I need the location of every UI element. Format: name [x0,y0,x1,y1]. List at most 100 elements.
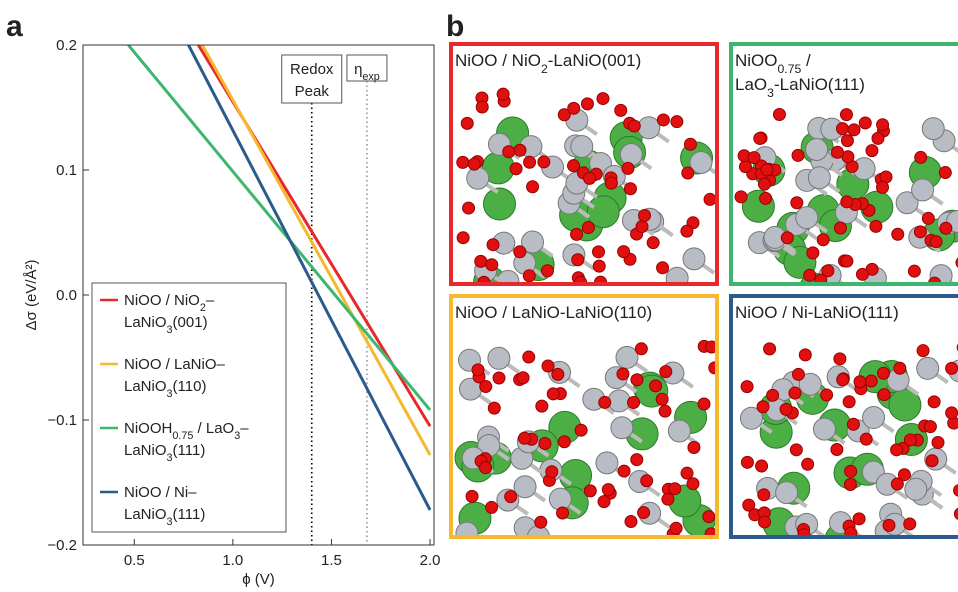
atom [916,344,930,358]
legend-label-part: 3 [167,516,173,528]
atom [877,388,891,402]
legend-label-part: (111) [173,442,206,459]
atom [836,373,850,387]
atom [864,374,878,388]
atom [844,526,858,537]
atom [665,266,689,284]
atom [876,118,890,132]
structure-frame [449,42,719,286]
structure-title: NiOO / LaNiO-LaNiO(110) [455,303,652,322]
atom [540,264,554,278]
atom [876,180,890,194]
structure-frame [729,42,958,286]
structure-title-part: NiOO [735,51,778,70]
atom [938,166,952,180]
series-line [187,45,432,511]
atom [680,466,694,480]
atom [882,518,896,532]
legend-label: LaNiO3(001) [124,314,208,336]
atom [601,483,615,497]
atom [516,371,530,385]
atom [556,506,570,520]
structure-title-part: NiOO / NiO [455,51,541,70]
atom [567,101,581,115]
atom [621,161,635,175]
atom [911,178,935,202]
structure-title-part: 2 [541,62,548,76]
atom [580,97,594,111]
atom [460,116,474,130]
atom [659,365,673,379]
atom [509,162,523,176]
atom [833,352,847,366]
atom [637,116,661,140]
atom [538,436,552,450]
atom [759,191,773,205]
atom [897,468,911,482]
y-tick-label: 0.1 [56,162,77,179]
atom [616,367,630,381]
atom [840,195,854,209]
atom [635,220,649,234]
annotation-text: ηexp [354,61,380,83]
y-tick-label: 0.2 [56,37,77,54]
legend-label-part: NiOO / LaNiO– [124,356,226,373]
plot-frame [82,44,435,546]
atom [661,492,675,506]
atom [756,400,770,414]
legend-label-part: 2 [200,302,206,314]
annotation-text-part: Redox [290,61,334,78]
atom [913,225,927,239]
legend-label-part: – [206,292,215,309]
series-line [127,45,432,411]
atom [843,477,857,491]
legend-label-part: NiOO / NiO [124,292,200,309]
atom [683,137,697,151]
atom [855,267,869,281]
atom [862,406,886,430]
atom [681,166,695,180]
legend-label: LaNiO3(111) [124,442,205,464]
atom [656,261,670,275]
legend-label-part: – [240,420,249,437]
atom [557,108,571,122]
atom [526,180,540,194]
atom [583,171,597,185]
atom [705,340,717,354]
atom [812,417,836,441]
atom [607,389,631,413]
atom [840,254,854,268]
atom [637,506,651,520]
legend-label-part: NiOO / Ni– [124,484,197,501]
atom [581,221,595,235]
atom [865,144,879,158]
atom [534,515,548,529]
atom [704,527,717,537]
atom [927,395,941,409]
x-axis-label: ϕ (V) [242,571,275,588]
legend-label: NiOO / Ni– [124,484,197,501]
atom [795,206,819,230]
legend-box [91,282,287,533]
panel-label: b [446,10,464,43]
atom [758,515,772,529]
atom [945,361,958,375]
atom [757,177,771,191]
atom [638,208,652,222]
atom [487,401,501,415]
atom [522,269,536,283]
atom [670,115,684,129]
atom [807,166,831,190]
atom [803,268,817,282]
atom [623,182,637,196]
legend-label-part: (111) [173,506,206,523]
legend-label: NiOOH0.75 / LaO3– [124,420,249,442]
atom [640,474,654,488]
atom [591,245,605,259]
atom [513,245,527,259]
atom [790,196,804,210]
x-tick-label: 1.0 [222,552,243,569]
legend-label-part: LaNiO [124,506,167,523]
atom [541,359,555,373]
legend-label-part: LaNiO [124,442,167,459]
